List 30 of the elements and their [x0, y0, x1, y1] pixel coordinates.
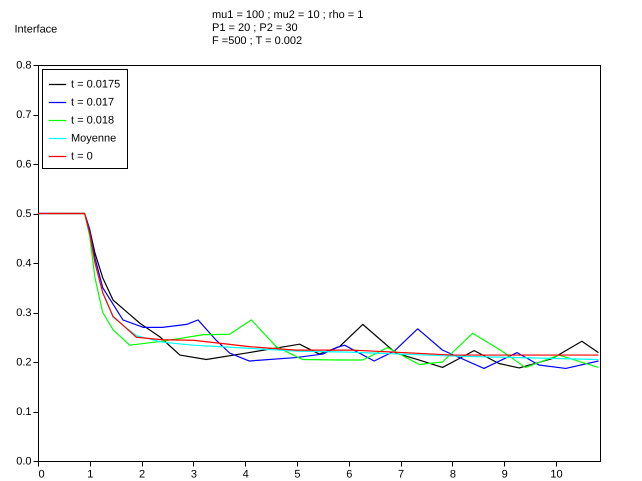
x-tick-label: 4	[242, 468, 249, 480]
legend-label: t = 0.0175	[71, 78, 120, 90]
legend-label: Moyenne	[71, 132, 116, 144]
x-tick-label: 6	[346, 468, 352, 480]
y-tick-label: 0.1	[16, 406, 32, 418]
line-series	[102, 292, 600, 360]
y-tick-label: 0.2	[16, 356, 32, 368]
y-tick-label: 0.5	[16, 208, 32, 220]
legend-label: t = 0.018	[71, 114, 114, 126]
y-tick-label: 0.0	[16, 456, 32, 468]
text: P1 = 20 ; P2 = 30	[212, 22, 298, 34]
x-tick-label: 0	[38, 468, 45, 480]
x-tick-label: 7	[398, 468, 404, 480]
y-tick-label: 0.7	[16, 109, 32, 121]
y-tick-label: 0.8	[16, 60, 32, 72]
y-axis-title: Interface	[14, 24, 58, 36]
x-tick-label: 2	[139, 468, 146, 480]
x-tick-label: 10	[550, 468, 563, 480]
x-tick-label: 3	[190, 468, 197, 480]
x-tick-label: 5	[294, 468, 301, 480]
text: F =500 ; T = 0.002	[212, 35, 302, 47]
x-tick-label: 9	[502, 468, 508, 480]
y-tick-label: 0.4	[16, 258, 32, 270]
legend-label: t = 0.017	[71, 96, 114, 108]
x-tick-label: 1	[87, 468, 94, 480]
x-tick-label: 8	[450, 468, 456, 480]
legend-label: t = 0	[71, 150, 93, 162]
text: mu1 = 100 ; mu2 = 10 ; rho = 1	[212, 9, 364, 21]
y-tick-label: 0.3	[16, 307, 32, 319]
y-tick-label: 0.6	[16, 158, 32, 170]
